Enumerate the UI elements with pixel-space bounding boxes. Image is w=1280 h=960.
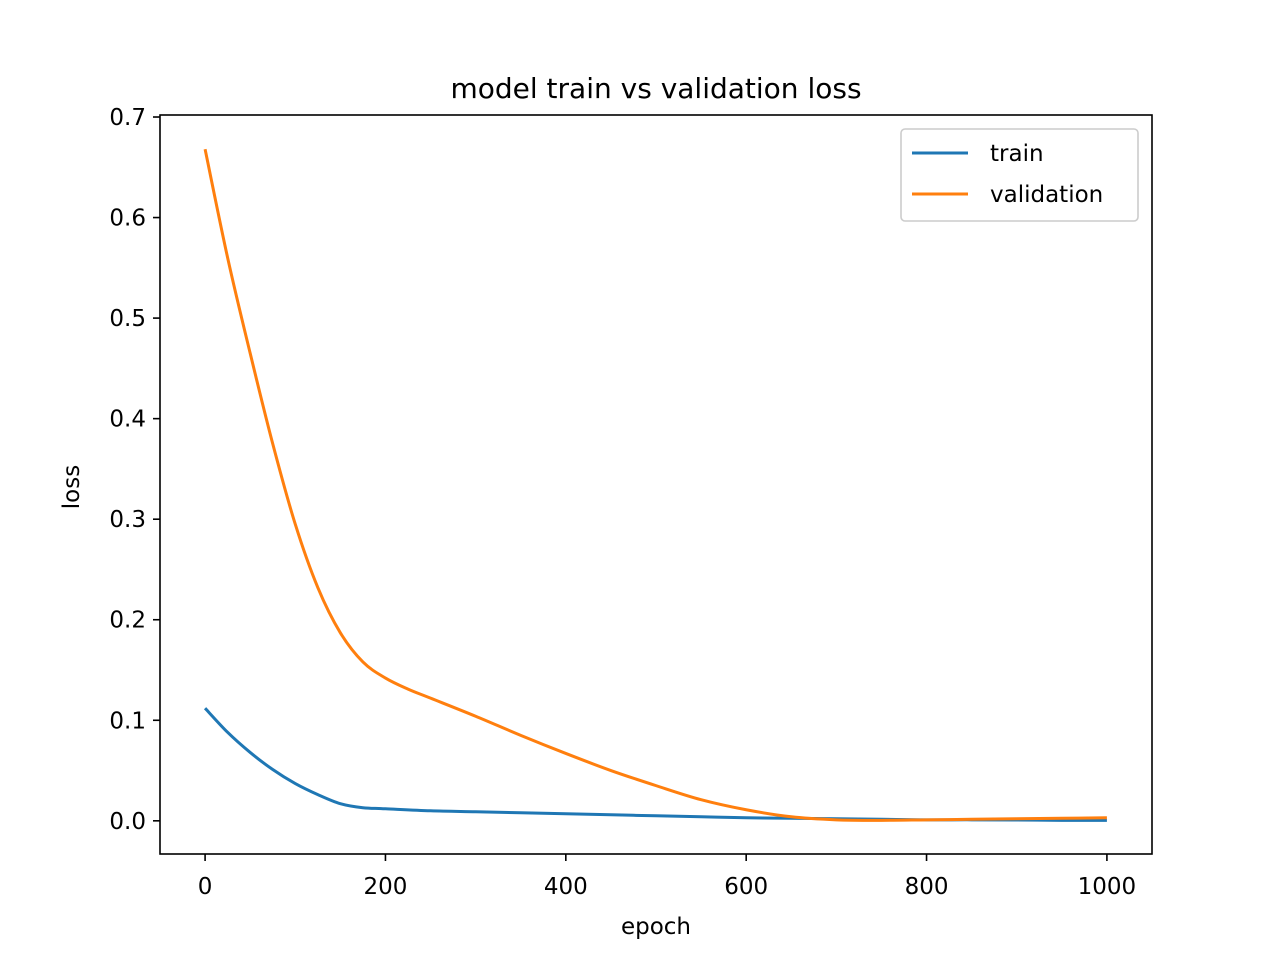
- x-tick-label: 400: [544, 874, 588, 900]
- x-axis: 0 200 400 600 800 1000: [198, 854, 1136, 900]
- y-axis-label: loss: [59, 465, 85, 509]
- y-tick-label: 0.1: [109, 708, 146, 734]
- y-tick-label: 0.3: [109, 507, 146, 533]
- x-tick-label: 0: [198, 874, 213, 900]
- axes-frame: [159, 114, 1153, 855]
- x-tick-label: 1000: [1078, 874, 1137, 900]
- y-tick-label: 0.7: [109, 105, 146, 131]
- y-tick-label: 0.4: [109, 407, 146, 433]
- x-axis-label: epoch: [621, 914, 691, 940]
- series-line-validation: [203, 148, 1107, 822]
- series-layer: [203, 148, 1107, 822]
- y-tick-label: 0.2: [109, 608, 146, 634]
- y-axis: 0.0 0.1 0.2 0.3 0.4 0.5 0.6 0.7: [109, 105, 160, 835]
- y-tick-label: 0.5: [109, 306, 146, 332]
- chart-title: model train vs validation loss: [450, 72, 861, 105]
- x-tick-label: 800: [905, 874, 949, 900]
- y-tick-label: 0.0: [109, 809, 146, 835]
- x-tick-label: 200: [364, 874, 408, 900]
- legend-label-train: train: [990, 141, 1044, 167]
- legend-label-validation: validation: [990, 182, 1103, 208]
- legend: train validation: [900, 128, 1139, 222]
- y-tick-label: 0.6: [109, 206, 146, 232]
- x-tick-label: 600: [724, 874, 768, 900]
